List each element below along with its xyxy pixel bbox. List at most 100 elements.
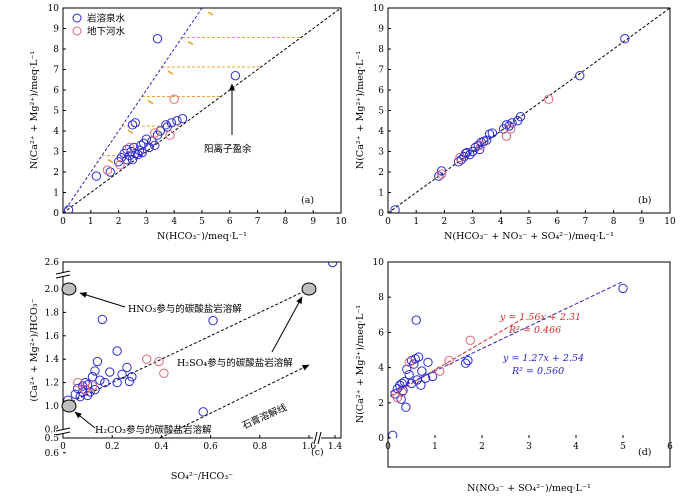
panel-d-point-karst-spring-9 (402, 364, 412, 375)
panel-a-line-2to1 (62, 7, 203, 214)
panel-b-point-karst-spring-7 (462, 147, 472, 158)
panel-a-xtick-label: 2 (116, 217, 122, 227)
panel-a-xtick-label: 10 (335, 217, 347, 227)
panel-b-point-karst-spring-12 (474, 144, 485, 155)
panel-d-ytick-label: 2 (378, 399, 384, 409)
panel-d-point-underground-river-4 (444, 355, 454, 366)
panel-c-xtick-label: 1.0 (302, 442, 317, 452)
panel-b-point-underground-river-1 (455, 152, 465, 163)
panel-d-point-karst-spring-13 (409, 359, 419, 369)
legend-label-karst-spring: 岩溶泉水 (87, 13, 126, 25)
panel-a-point-karst-spring-29 (127, 120, 138, 130)
panel-a-xtick-label: 6 (227, 217, 233, 227)
panel-a-xtick-label: 4 (171, 217, 177, 227)
legend-marker-underground-river (72, 26, 82, 36)
panel-c-point-karst-spring-22 (124, 376, 135, 387)
panel-d-point-karst-spring-6 (398, 385, 408, 396)
panel-b-point-karst-spring-17 (487, 128, 498, 138)
panel-c: 0 0.2 0.4 0.6 0.8 1.0 1.4 0.5 0.6 0.8 1.0 1.2 1.4 1.6… (29, 258, 342, 482)
panel-a-orange-arrow (107, 158, 114, 164)
panel-b-point-underground-river-2 (476, 140, 486, 151)
panel-a-point-karst-spring-16 (137, 147, 147, 158)
panel-b-xtick-label: 2 (442, 217, 448, 227)
h2co3-arrow (74, 411, 96, 429)
panel-a-point-karst-spring-31 (152, 34, 163, 44)
panel-c-point-karst-spring-13 (92, 356, 103, 367)
panel-b-xtick-label: 9 (639, 217, 645, 227)
panel-a-point-underground-river-0 (102, 165, 113, 175)
panel-c-point-karst-spring-21 (122, 362, 132, 373)
fit-red-equation: y = 1.56x + 2.31 (499, 312, 581, 323)
panel-b-point-underground-river-4 (505, 124, 516, 134)
panel-b-ytick-label: 1 (378, 189, 384, 199)
panel-a-point-karst-spring-19 (144, 142, 154, 153)
panel-b-point-karst-spring-2 (436, 166, 447, 176)
panel-d-point-karst-spring-10 (404, 369, 414, 380)
panel-c-point-underground-river-1 (80, 384, 90, 395)
fit-blue-r2: R² = 0.560 (511, 366, 564, 377)
panel-d-point-karst-spring-7 (399, 376, 410, 387)
legend-label-underground-river: 地下河水 (87, 26, 126, 38)
panel-c-point-karst-spring-20 (117, 369, 127, 380)
panel-c-xtick-label: 0.8 (253, 442, 268, 452)
panel-b-xtick-label: 7 (583, 217, 589, 227)
h2co3-label: H₂CO₃参与的碳酸盐岩溶解 (95, 424, 212, 436)
panel-a-point-underground-river-2 (125, 142, 135, 153)
panel-c-xtick-label: 0.2 (105, 442, 119, 452)
panel-b-xtick-label: 3 (470, 217, 476, 227)
panel-c-ytick-label: 0.6 (45, 449, 60, 459)
panel-a-ylabel: N(Ca²⁺ + Mg²⁺)/meq·L⁻¹ (29, 51, 40, 169)
panel-b-point-underground-river-5 (544, 94, 554, 104)
panel-d-label: (d) (638, 447, 652, 458)
panel-b-ytick-label: 6 (378, 86, 384, 96)
panel-d-ytick-label: 0 (378, 434, 384, 444)
panel-c-point-karst-spring-3 (75, 391, 85, 402)
panel-a-xtick-label: 1 (88, 217, 94, 227)
panel-a-point-karst-spring-24 (161, 120, 171, 130)
panel-b-ytick-label: 4 (378, 127, 384, 137)
panel-a-xlabel: N(HCO₃⁻)/meq·L⁻¹ (157, 231, 247, 242)
panel-a-point-underground-river-1 (115, 160, 125, 170)
panel-a-ytick-label: 5 (53, 107, 59, 117)
h2so4-arrow (271, 296, 303, 353)
panel-d-point-karst-spring-11 (406, 378, 417, 389)
panel-d-xtick-label: 0 (385, 442, 391, 452)
panel-a-point-underground-river-5 (169, 94, 179, 104)
end-member-h2so4-node (301, 282, 317, 296)
panel-b-ylabel: N(Ca²⁺ + Mg²⁺)/meq·L⁻¹ (355, 51, 366, 169)
panel-a-point-karst-spring-27 (172, 116, 182, 126)
panel-a-orange-arrow (308, 0, 313, 3)
legend: 岩溶泉水 地下河水 (72, 13, 126, 38)
panel-a-point-karst-spring-18 (141, 134, 152, 144)
panel-c-xtick-label: 1.4 (328, 442, 343, 452)
panel-a-line-1to1 (62, 7, 342, 214)
panel-b-point-karst-spring-1 (434, 171, 444, 181)
panel-c-ytick-label: 2.6 (45, 258, 60, 268)
panel-a-point-underground-river-3 (150, 128, 160, 138)
panel-a-xtick-label: 5 (199, 217, 205, 227)
panel-c-point-underground-river-4 (154, 356, 164, 367)
panel-b-label: (b) (638, 195, 652, 206)
panel-c-ylabel: (Ca²⁺ + Mg²⁺)/HCO₃⁻ (29, 298, 40, 401)
panel-c-point-karst-spring-15 (97, 314, 108, 325)
panel-c-point-karst-spring-16 (100, 377, 110, 388)
panel-b-ytick-label: 0 (378, 209, 384, 219)
panel-b-xtick-label: 1 (413, 217, 419, 227)
panel-a-orange-guides (101, 0, 341, 164)
panel-d-point-karst-spring-20 (420, 373, 431, 383)
panel-c-ytick-label: 0.8 (45, 425, 60, 435)
panel-a-orange-arrow (288, 0, 293, 3)
panel-a-label: (a) (301, 195, 314, 206)
panel-d-xtick-label: 6 (667, 442, 673, 452)
panel-d-point-karst-spring-23 (460, 358, 471, 368)
panel-a-point-karst-spring-21 (150, 140, 160, 151)
panel-c-ytick-label: 1.8 (45, 308, 60, 318)
panel-a-xtick-label: 3 (144, 217, 150, 227)
panel-d-ylabel: N(Ca²⁺ + Mg²⁺)/meq·L⁻¹ (355, 305, 366, 423)
fit-blue-equation: y = 1.27x + 2.54 (502, 353, 584, 364)
panel-a-point-karst-spring-30 (130, 118, 140, 128)
end-member-hno3-node (61, 282, 77, 296)
panel-d-point-karst-spring-15 (411, 315, 421, 325)
panel-a: 0 1 2 3 4 5 6 7 8 9 10 0 1 2 3 4 5 6 7 8 9 10 阳离子盈余 (a) 岩溶泉水 … (29, 0, 347, 242)
